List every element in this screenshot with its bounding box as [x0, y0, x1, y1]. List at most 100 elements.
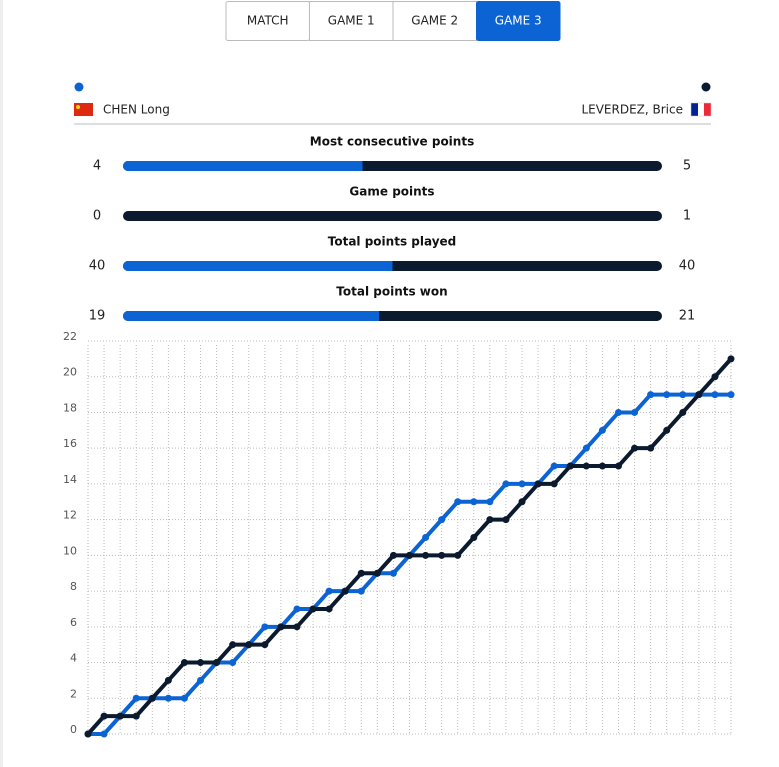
stat-value: 19	[89, 309, 106, 324]
left-edge	[0, 0, 3, 767]
stat-value: 21	[679, 309, 696, 324]
y-tick-label: 14	[63, 473, 77, 486]
tab[interactable]	[392, 1, 477, 41]
point	[438, 551, 446, 559]
point	[422, 534, 430, 541]
stat-value: 40	[89, 259, 106, 274]
tab[interactable]	[476, 1, 561, 41]
flag-china	[74, 103, 93, 116]
stat-bar	[123, 161, 363, 171]
point	[438, 516, 446, 524]
stat-value: 1	[683, 209, 691, 224]
tab-label[interactable]: GAME 3	[495, 14, 542, 28]
point	[213, 659, 221, 667]
point	[566, 462, 574, 470]
point	[470, 498, 478, 506]
point	[261, 623, 269, 631]
point	[341, 587, 349, 595]
point	[647, 391, 655, 399]
point	[132, 712, 140, 720]
point	[486, 516, 494, 524]
point	[132, 694, 140, 702]
point	[631, 444, 639, 452]
point	[534, 480, 542, 488]
player-dot	[74, 82, 84, 92]
tab-label[interactable]: GAME 2	[411, 14, 458, 28]
tab[interactable]	[309, 1, 394, 41]
point	[357, 569, 365, 577]
point	[229, 659, 237, 667]
point	[100, 730, 108, 738]
point	[711, 373, 719, 381]
stat-value: 0	[93, 209, 101, 224]
point	[325, 605, 333, 613]
point	[663, 426, 671, 434]
point	[100, 712, 108, 720]
point	[695, 391, 703, 399]
point	[293, 605, 301, 613]
point	[470, 534, 478, 541]
point	[389, 569, 397, 577]
point	[550, 462, 558, 470]
y-tick-label: 16	[63, 437, 77, 450]
point	[679, 391, 687, 399]
point	[422, 551, 430, 559]
y-tick-label: 12	[63, 509, 77, 522]
y-tick-label: 8	[70, 580, 77, 593]
point	[631, 408, 639, 416]
point	[84, 730, 92, 738]
point	[727, 355, 735, 363]
point	[261, 641, 269, 649]
point	[518, 480, 526, 488]
stat-value: 40	[679, 259, 696, 274]
y-tick-label: 20	[63, 366, 77, 379]
point	[180, 659, 188, 667]
point	[229, 641, 237, 649]
point	[245, 641, 253, 649]
point	[309, 605, 317, 613]
player-dot	[701, 82, 711, 92]
stat-title: Most consecutive points	[310, 135, 474, 149]
point	[679, 408, 687, 416]
tab-label[interactable]: MATCH	[247, 14, 289, 28]
point	[325, 587, 333, 595]
point	[164, 676, 172, 684]
stat-value: 4	[93, 159, 101, 174]
player-name: CHEN Long	[103, 103, 170, 117]
point	[663, 391, 671, 399]
point	[116, 712, 124, 720]
point	[502, 516, 510, 524]
point	[293, 623, 301, 631]
y-tick-label: 4	[70, 652, 77, 665]
y-tick-label: 2	[70, 687, 77, 700]
point	[148, 694, 156, 702]
point	[277, 623, 285, 631]
point	[406, 551, 413, 559]
point	[454, 551, 462, 559]
stat-bar	[123, 311, 380, 321]
y-tick-label: 22	[63, 330, 77, 343]
point	[614, 462, 622, 470]
point	[357, 587, 365, 595]
point	[711, 391, 719, 399]
point	[727, 391, 735, 399]
y-tick-label: 18	[63, 401, 77, 414]
point	[518, 498, 526, 506]
stat-title: Game points	[349, 185, 434, 199]
flag-france	[690, 102, 712, 117]
y-tick-label: 6	[70, 616, 77, 629]
point	[197, 659, 205, 667]
stat-bar	[123, 261, 393, 271]
y-tick-label: 10	[63, 544, 77, 557]
tab-label[interactable]: GAME 1	[328, 14, 375, 28]
point	[582, 462, 590, 470]
stat-value: 5	[683, 159, 691, 174]
point	[647, 444, 655, 452]
stat-title: Total points played	[328, 235, 457, 249]
player-name: LEVERDEZ, Brice	[581, 103, 683, 117]
point	[614, 408, 622, 416]
point	[373, 569, 381, 577]
stat-title: Total points won	[336, 285, 447, 299]
point	[550, 480, 558, 488]
